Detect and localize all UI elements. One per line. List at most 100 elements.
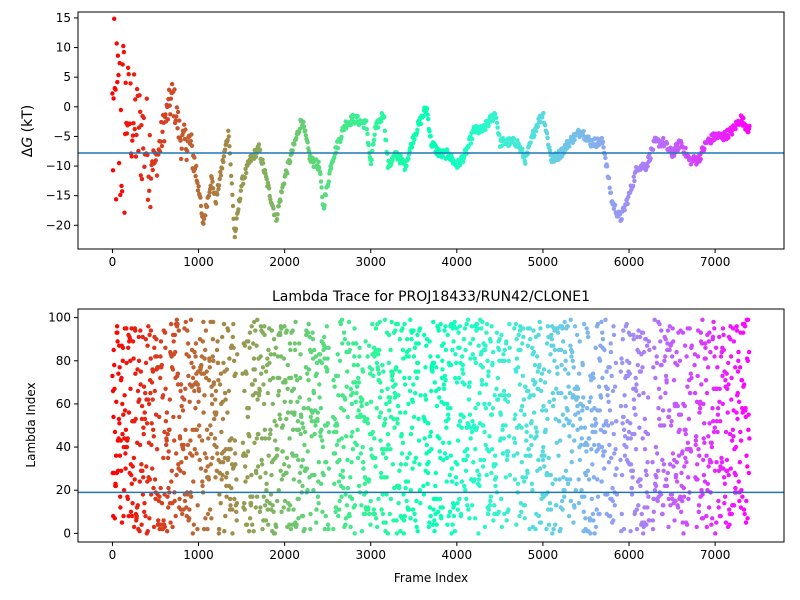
lambda-points: [110, 317, 752, 536]
lambda-point: [272, 419, 277, 424]
lambda-point: [143, 513, 148, 519]
lambda-point: [220, 472, 225, 478]
lambda-point: [566, 371, 571, 376]
lambda-point: [349, 401, 355, 407]
lambda-point: [552, 358, 557, 363]
delta-g-point: [111, 96, 116, 101]
delta-g-point: [318, 171, 323, 177]
delta-g-point: [470, 136, 475, 142]
lambda-point: [520, 326, 526, 331]
lambda-point: [403, 485, 408, 491]
lambda-point: [527, 526, 532, 532]
lambda-point: [336, 393, 341, 398]
lambda-point: [256, 431, 261, 437]
lambda-point: [458, 511, 464, 517]
lambda-point: [619, 511, 624, 517]
delta-g-point: [253, 154, 259, 159]
lambda-point: [514, 337, 519, 342]
lambda-point: [180, 511, 185, 517]
lambda-point: [680, 520, 685, 525]
lambda-point: [226, 328, 231, 333]
lambda-point: [527, 326, 532, 331]
lambda-point: [385, 386, 390, 391]
lambda-point: [721, 332, 726, 338]
lambda-point: [224, 470, 230, 476]
lambda-point: [656, 386, 662, 391]
lambda-point: [250, 494, 255, 499]
lambda-point: [729, 438, 735, 443]
lambda-point: [343, 522, 348, 527]
lambda-point: [422, 332, 427, 338]
lambda-point: [719, 460, 725, 465]
lambda-point: [137, 442, 143, 448]
lambda-point: [469, 429, 475, 435]
lambda-point: [552, 347, 558, 353]
lambda-point: [450, 347, 455, 353]
lambda-point: [275, 354, 281, 359]
lambda-point: [374, 406, 379, 411]
lambda-point: [252, 319, 257, 325]
delta-g-point: [133, 154, 139, 159]
lambda-point: [245, 475, 250, 480]
lambda-point: [349, 460, 354, 465]
lambda-point: [727, 507, 732, 512]
lambda-point: [277, 375, 282, 381]
lambda-point: [489, 324, 494, 329]
lambda-point: [398, 462, 404, 467]
lambda-point: [378, 438, 383, 443]
lambda-point: [215, 360, 221, 366]
lambda-point: [549, 332, 554, 338]
delta-g-point: [222, 147, 228, 152]
lambda-point: [596, 442, 601, 448]
lambda-point: [301, 406, 307, 411]
lambda-point: [659, 328, 664, 333]
lambda-point: [181, 470, 187, 476]
lambda-point: [252, 367, 257, 372]
lambda-point: [244, 522, 250, 527]
lambda-point: [401, 531, 406, 536]
lambda-point: [502, 347, 507, 353]
lambda-point: [594, 507, 599, 512]
lambda-point: [260, 462, 265, 467]
lambda-point: [512, 326, 517, 331]
lambda-point: [344, 503, 350, 508]
lambda-point: [193, 354, 198, 359]
lambda-point: [194, 451, 199, 456]
lambda-point: [551, 397, 557, 402]
lambda-point: [525, 470, 530, 476]
lambda-point: [446, 513, 451, 519]
delta-g-point: [206, 193, 212, 199]
lambda-point: [232, 496, 237, 502]
lambda-point: [471, 460, 476, 465]
lambda-point: [516, 332, 521, 338]
delta-g-point: [216, 186, 221, 192]
lambda-point: [384, 492, 389, 497]
lambda-point: [266, 522, 271, 527]
lambda-point: [251, 529, 256, 534]
lambda-point: [560, 412, 566, 417]
lambda-point: [704, 453, 709, 458]
lambda-point: [614, 492, 620, 497]
lambda-point: [181, 447, 186, 452]
lambda-point: [737, 365, 743, 370]
x-tick-label: 5000: [528, 255, 559, 269]
lambda-point: [587, 399, 592, 404]
lambda-point: [288, 399, 293, 404]
lambda-point: [120, 431, 125, 437]
lambda-point: [262, 332, 267, 338]
lambda-point: [428, 513, 433, 519]
lambda-point: [593, 416, 598, 422]
lambda-point: [723, 429, 729, 435]
lambda-point: [724, 371, 729, 376]
lambda-point: [222, 390, 228, 396]
lambda-point: [172, 498, 177, 504]
lambda-point: [543, 427, 548, 432]
lambda-point: [670, 451, 676, 456]
lambda-point: [148, 390, 153, 396]
lambda-point: [722, 501, 727, 506]
delta-g-point: [173, 118, 178, 123]
lambda-point: [406, 354, 411, 359]
delta-g-point: [121, 49, 127, 55]
lambda-point: [602, 429, 608, 435]
lambda-point: [189, 360, 194, 366]
